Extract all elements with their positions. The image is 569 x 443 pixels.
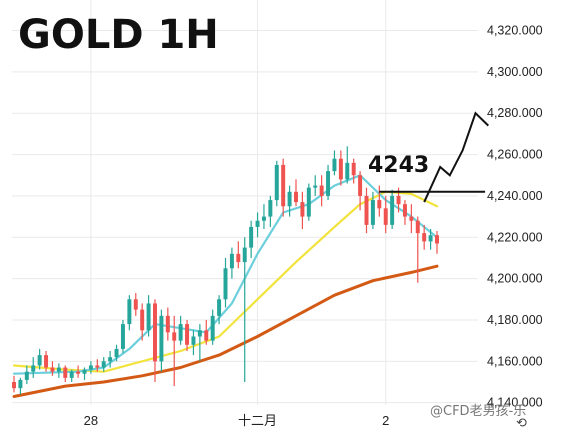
y-tick-label: 4,260.000 (487, 148, 543, 162)
candle-body (287, 191, 292, 207)
candle-body (44, 355, 49, 368)
candle-body (56, 367, 61, 372)
candle-body (12, 381, 16, 389)
candle-body (210, 315, 215, 341)
candles (12, 146, 439, 395)
candle-body (223, 268, 228, 300)
candle-body (409, 216, 414, 221)
candle-body (306, 187, 311, 217)
candle-body (255, 220, 260, 227)
candle-body (159, 315, 164, 362)
candle-body (185, 324, 190, 345)
candle-body (351, 162, 356, 176)
watermark: @CFD老男孩-乐 (430, 404, 526, 419)
candle-body (428, 235, 433, 242)
candle-body (415, 220, 420, 234)
candle-body (294, 191, 298, 203)
candle-body (268, 200, 273, 217)
candle-body (197, 330, 202, 337)
candle-body (133, 299, 138, 310)
candle-body (24, 371, 29, 380)
ma-slow-line (12, 264, 439, 398)
y-tick-label: 4,200.000 (487, 272, 543, 286)
x-axis: 28 十二月 2 (84, 413, 390, 428)
y-tick-label: 4,180.000 (487, 313, 543, 327)
candle-body (236, 253, 241, 263)
x-tick-label: 2 (382, 413, 389, 428)
candle-body (120, 324, 125, 349)
candle-body (319, 185, 324, 196)
x-tick-label: 十二月 (238, 413, 277, 428)
candle-body (242, 247, 247, 263)
candle-body (396, 195, 401, 205)
candle-body (172, 332, 177, 341)
candle-body (326, 171, 331, 196)
candle-body (101, 361, 106, 368)
chart-title: GOLD 1H (18, 12, 219, 58)
candle-body (50, 367, 55, 372)
candle-body (281, 164, 286, 207)
candle-body (146, 303, 151, 331)
candle-body (88, 365, 93, 370)
candle-body (140, 309, 145, 331)
candle-body (364, 195, 369, 225)
candle-body (114, 348, 119, 358)
candle-body (338, 158, 343, 180)
candle-body (63, 367, 68, 378)
y-tick-label: 4,280.000 (487, 106, 543, 120)
candle-body (204, 330, 209, 341)
candle-body (261, 216, 266, 221)
y-tick-label: 4,160.000 (487, 354, 543, 368)
candle-body (108, 357, 113, 362)
candle-body (229, 253, 234, 269)
candle-body (249, 226, 254, 248)
candle-body (127, 299, 132, 325)
candle-body (76, 371, 81, 374)
candle-body (300, 202, 305, 217)
y-tick-label: 4,220.000 (487, 230, 543, 244)
y-tick-label: 4,140.000 (487, 396, 543, 410)
candle-body (358, 175, 363, 196)
candle-body (82, 369, 87, 374)
candle-body (402, 204, 407, 217)
candle-body (153, 303, 157, 362)
reset-scale-icon[interactable]: ⟲ (516, 416, 527, 431)
candle-body (37, 355, 42, 366)
y-tick-label: 4,320.000 (487, 24, 543, 38)
y-tick-label: 4,300.000 (487, 65, 543, 79)
candle-body (390, 195, 395, 225)
x-tick-label: 28 (84, 413, 98, 428)
candle-body (332, 158, 337, 172)
candle-body (217, 299, 222, 316)
candle-body (178, 324, 183, 341)
annotations (379, 111, 489, 203)
candle-body (370, 200, 375, 225)
candle-body (313, 185, 318, 188)
candle-body (377, 200, 382, 209)
level-annotation: 4243 (368, 153, 429, 178)
candle-body (95, 365, 100, 368)
y-axis: 4,140.000 4,160.000 4,180.000 4,200.000 4,22… (487, 24, 543, 410)
y-tick-label: 4,240.000 (487, 189, 543, 203)
candle-body (69, 371, 74, 378)
candle-body (345, 162, 350, 180)
projection-arrow (423, 111, 489, 203)
candle-body (191, 336, 196, 345)
candle-body (31, 365, 36, 372)
candle-body (435, 235, 439, 244)
candle-body (18, 379, 23, 389)
candle-body (274, 164, 279, 201)
candle-body (422, 233, 427, 242)
candle-body (383, 208, 388, 225)
candle-body (165, 315, 170, 333)
